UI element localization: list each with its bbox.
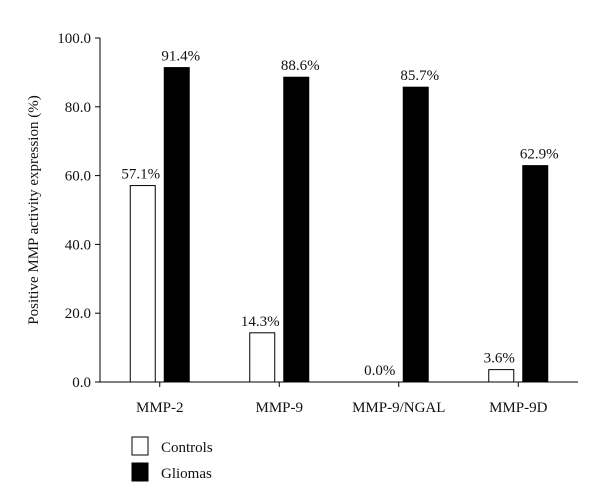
y-tick-label: 20.0	[65, 306, 91, 322]
data-label: 14.3%	[241, 314, 280, 330]
x-tick-label: MMP-9/NGAL	[352, 400, 445, 416]
data-label: 88.6%	[281, 58, 320, 74]
legend-swatch-gliomas	[131, 462, 149, 482]
x-tick-label: MMP-2	[136, 400, 184, 416]
y-tick-label: 100.0	[57, 31, 91, 47]
data-label: 57.1%	[121, 167, 160, 183]
y-axis-label: Positive MMP activity expression (%)	[26, 95, 42, 324]
legend-label-controls: Controls	[161, 440, 213, 456]
bar-controls-0	[129, 185, 156, 383]
legend: Controls Gliomas	[131, 436, 213, 482]
y-tick-label: 60.0	[65, 169, 91, 185]
data-label: 0.0%	[364, 363, 395, 379]
y-axis: 0.0 20.0 40.0 60.0 80.0 100.0	[57, 31, 101, 391]
x-tick-label: MMP-9	[255, 400, 303, 416]
data-label: 91.4%	[161, 49, 200, 65]
y-tick-label: 0.0	[72, 375, 91, 391]
bar-gliomas-1	[283, 76, 310, 383]
bar-gliomas-3	[522, 165, 549, 383]
bar-gliomas-0	[163, 67, 190, 383]
y-tick-label: 40.0	[65, 237, 91, 253]
x-axis: MMP-2 MMP-9 MMP-9/NGAL MMP-9D	[100, 381, 578, 416]
data-label: 85.7%	[400, 68, 439, 84]
bar-gliomas-2	[402, 86, 429, 383]
data-label: 62.9%	[520, 147, 559, 163]
y-tick-label: 80.0	[65, 100, 91, 116]
bar-controls-1	[249, 332, 276, 383]
x-tick-label: MMP-9D	[489, 400, 548, 416]
bars: 57.1% 91.4% 14.3% 88.6% 0.0% 85.7% 3.6% 62.9%	[121, 49, 559, 383]
legend-swatch-controls	[131, 436, 149, 456]
data-label: 3.6%	[484, 351, 515, 367]
bar-controls-3	[488, 369, 515, 383]
legend-label-gliomas: Gliomas	[161, 466, 212, 482]
